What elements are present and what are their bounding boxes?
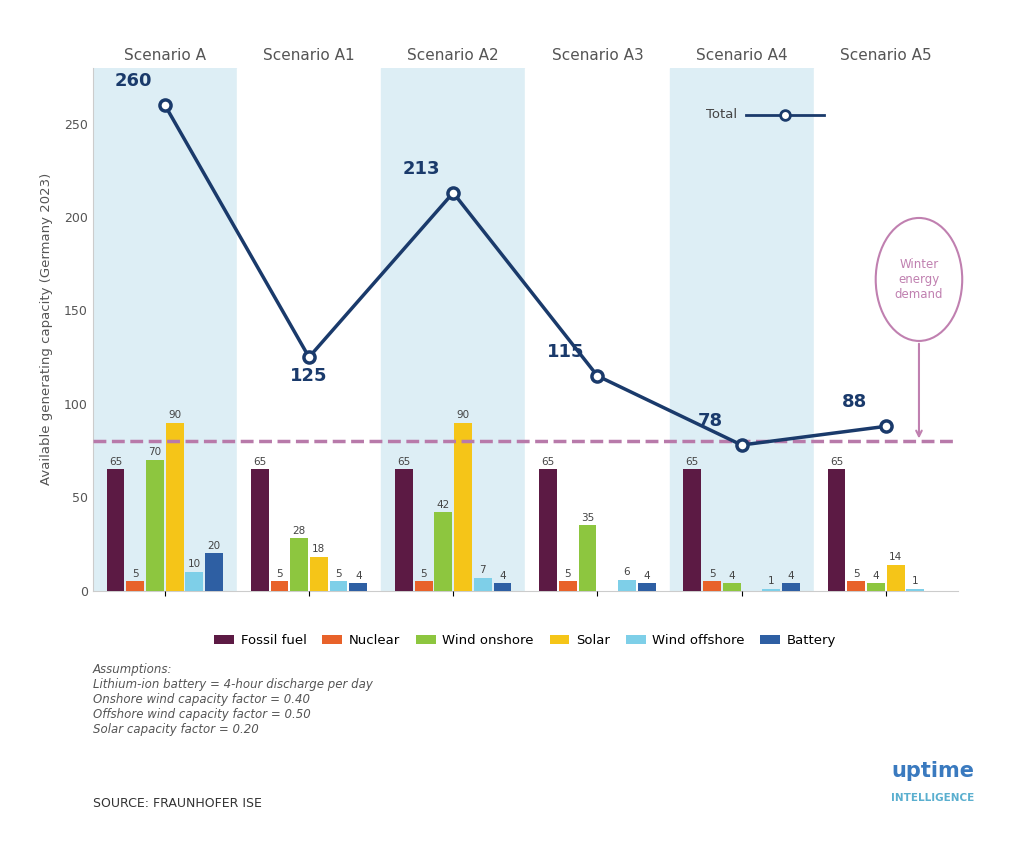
Bar (349, 583, 367, 591)
Text: 125: 125 (290, 367, 328, 385)
Bar (237, 68, 381, 591)
Bar (93, 68, 237, 591)
Bar (310, 557, 328, 591)
Bar (290, 538, 308, 591)
Bar (867, 583, 885, 591)
Bar (782, 583, 799, 591)
Text: 65: 65 (686, 457, 699, 467)
Bar (525, 68, 670, 591)
Bar (670, 68, 814, 591)
Text: 65: 65 (542, 457, 555, 467)
Text: Winter
energy
demand: Winter energy demand (895, 258, 943, 301)
Bar (435, 512, 452, 591)
Bar (474, 577, 491, 591)
Bar (415, 582, 433, 591)
Text: 213: 213 (403, 160, 440, 178)
Bar (618, 580, 636, 591)
Bar (381, 68, 525, 591)
Text: Total: Total (707, 108, 737, 122)
Text: 88: 88 (842, 393, 866, 411)
Text: 5: 5 (276, 569, 283, 579)
Text: 260: 260 (114, 72, 151, 90)
Text: 5: 5 (709, 569, 716, 579)
Text: 65: 65 (830, 457, 844, 467)
Text: 4: 4 (500, 571, 506, 581)
Text: 65: 65 (253, 457, 267, 467)
Text: INTELLIGENCE: INTELLIGENCE (891, 793, 974, 803)
Text: 5: 5 (420, 569, 427, 579)
Bar (762, 589, 780, 591)
Bar (540, 469, 557, 591)
Text: 28: 28 (293, 526, 306, 536)
Text: 10: 10 (187, 560, 201, 570)
Y-axis label: Available generating capacity (Germany 2023): Available generating capacity (Germany 2… (40, 173, 53, 485)
Bar (493, 583, 511, 591)
Bar (887, 565, 904, 591)
Text: 70: 70 (148, 447, 162, 457)
Text: 14: 14 (889, 552, 902, 562)
Bar (703, 582, 721, 591)
Text: 35: 35 (581, 512, 594, 522)
Text: 5: 5 (564, 569, 572, 579)
Bar (579, 525, 596, 591)
Bar (205, 554, 222, 591)
Text: 5: 5 (335, 569, 342, 579)
Bar (271, 582, 288, 591)
Bar (127, 582, 144, 591)
Text: 6: 6 (623, 567, 630, 576)
Text: 7: 7 (479, 565, 486, 575)
Text: 5: 5 (132, 569, 139, 579)
Text: 90: 90 (456, 410, 470, 419)
Bar (454, 423, 472, 591)
Text: 4: 4 (355, 571, 362, 581)
Bar (684, 469, 701, 591)
Bar (166, 423, 183, 591)
Text: 4: 4 (788, 571, 794, 581)
Text: 18: 18 (312, 544, 325, 555)
Text: 5: 5 (853, 569, 860, 579)
Bar (107, 469, 125, 591)
Bar (906, 589, 924, 591)
Text: 42: 42 (437, 500, 450, 510)
Bar (185, 572, 203, 591)
Text: Assumptions:
Lithium-ion battery = 4-hour discharge per day
Onshore wind capacit: Assumptions: Lithium-ion battery = 4-hou… (93, 663, 373, 735)
Text: 4: 4 (728, 571, 735, 581)
Legend: Fossil fuel, Nuclear, Wind onshore, Solar, Wind offshore, Battery: Fossil fuel, Nuclear, Wind onshore, Sola… (209, 629, 842, 652)
Bar (814, 68, 958, 591)
Bar (638, 583, 655, 591)
Text: 4: 4 (644, 571, 650, 581)
Bar (330, 582, 347, 591)
Text: uptime: uptime (891, 760, 974, 781)
Text: 20: 20 (207, 541, 220, 550)
Text: 115: 115 (547, 343, 584, 361)
Text: 1: 1 (767, 576, 775, 586)
Text: 90: 90 (168, 410, 181, 419)
Text: 78: 78 (697, 412, 722, 430)
Bar (848, 582, 865, 591)
Text: 4: 4 (872, 571, 880, 581)
Text: 65: 65 (398, 457, 411, 467)
Bar (723, 583, 741, 591)
Bar (828, 469, 846, 591)
Text: 1: 1 (912, 576, 919, 586)
Bar (146, 460, 164, 591)
Text: SOURCE: FRAUNHOFER ISE: SOURCE: FRAUNHOFER ISE (93, 798, 262, 810)
Bar (559, 582, 577, 591)
Text: 65: 65 (109, 457, 123, 467)
Bar (251, 469, 269, 591)
Bar (396, 469, 413, 591)
